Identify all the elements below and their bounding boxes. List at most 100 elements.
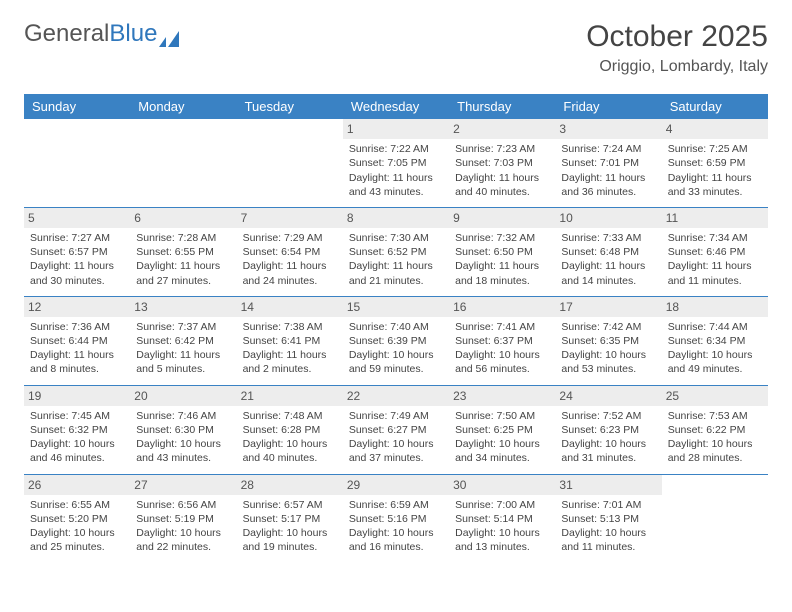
day-header: Monday xyxy=(130,94,236,119)
cell-line: Sunset: 6:59 PM xyxy=(668,156,762,170)
day-header: Sunday xyxy=(24,94,130,119)
cell-line: Daylight: 11 hours xyxy=(30,259,124,273)
cell-line: Sunrise: 7:50 AM xyxy=(455,409,549,423)
calendar-row: 5Sunrise: 7:27 AMSunset: 6:57 PMDaylight… xyxy=(24,207,768,296)
day-number: 20 xyxy=(130,386,236,406)
day-number: 10 xyxy=(555,208,661,228)
cell-line: Daylight: 11 hours xyxy=(30,348,124,362)
day-number: 31 xyxy=(555,475,661,495)
cell-line: and 18 minutes. xyxy=(455,274,549,288)
calendar-cell: 5Sunrise: 7:27 AMSunset: 6:57 PMDaylight… xyxy=(24,207,130,296)
cell-line: Daylight: 10 hours xyxy=(561,526,655,540)
cell-line: Sunset: 5:20 PM xyxy=(30,512,124,526)
calendar-cell xyxy=(237,119,343,207)
cell-line: and 40 minutes. xyxy=(243,451,337,465)
cell-line: and 30 minutes. xyxy=(30,274,124,288)
cell-line: Sunset: 6:22 PM xyxy=(668,423,762,437)
cell-line: and 21 minutes. xyxy=(349,274,443,288)
cell-line: Sunrise: 7:49 AM xyxy=(349,409,443,423)
calendar-table: Sunday Monday Tuesday Wednesday Thursday… xyxy=(24,94,768,562)
calendar-cell: 26Sunrise: 6:55 AMSunset: 5:20 PMDayligh… xyxy=(24,474,130,562)
cell-line: and 43 minutes. xyxy=(349,185,443,199)
cell-line: and 11 minutes. xyxy=(561,540,655,554)
cell-line: Daylight: 11 hours xyxy=(349,171,443,185)
cell-line: Sunrise: 7:41 AM xyxy=(455,320,549,334)
day-header: Saturday xyxy=(662,94,768,119)
cell-line: Daylight: 11 hours xyxy=(243,259,337,273)
cell-line: and 49 minutes. xyxy=(668,362,762,376)
cell-line: Daylight: 10 hours xyxy=(349,437,443,451)
cell-line: Sunrise: 7:29 AM xyxy=(243,231,337,245)
cell-line: Sunset: 5:19 PM xyxy=(136,512,230,526)
day-number: 1 xyxy=(343,119,449,139)
cell-line: and 16 minutes. xyxy=(349,540,443,554)
calendar-cell: 20Sunrise: 7:46 AMSunset: 6:30 PMDayligh… xyxy=(130,385,236,474)
day-number: 16 xyxy=(449,297,555,317)
cell-line: Sunrise: 7:22 AM xyxy=(349,142,443,156)
cell-line: Sunrise: 6:56 AM xyxy=(136,498,230,512)
day-number: 2 xyxy=(449,119,555,139)
calendar-cell xyxy=(130,119,236,207)
calendar-cell: 16Sunrise: 7:41 AMSunset: 6:37 PMDayligh… xyxy=(449,296,555,385)
cell-line: Daylight: 10 hours xyxy=(455,348,549,362)
cell-line: and 46 minutes. xyxy=(30,451,124,465)
day-number: 24 xyxy=(555,386,661,406)
cell-line: and 40 minutes. xyxy=(455,185,549,199)
day-number: 15 xyxy=(343,297,449,317)
calendar-row: 26Sunrise: 6:55 AMSunset: 5:20 PMDayligh… xyxy=(24,474,768,562)
day-number: 28 xyxy=(237,475,343,495)
cell-line: and 11 minutes. xyxy=(668,274,762,288)
calendar-cell: 17Sunrise: 7:42 AMSunset: 6:35 PMDayligh… xyxy=(555,296,661,385)
cell-line: Sunrise: 7:36 AM xyxy=(30,320,124,334)
cell-line: and 53 minutes. xyxy=(561,362,655,376)
cell-line: Daylight: 10 hours xyxy=(243,526,337,540)
cell-line: Sunrise: 7:46 AM xyxy=(136,409,230,423)
cell-line: Sunrise: 7:53 AM xyxy=(668,409,762,423)
cell-line: Sunset: 6:57 PM xyxy=(30,245,124,259)
cell-line: Sunset: 5:16 PM xyxy=(349,512,443,526)
cell-line: and 36 minutes. xyxy=(561,185,655,199)
header: GeneralBlue October 2025 Origgio, Lombar… xyxy=(24,20,768,76)
calendar-cell: 23Sunrise: 7:50 AMSunset: 6:25 PMDayligh… xyxy=(449,385,555,474)
cell-line: Sunrise: 7:33 AM xyxy=(561,231,655,245)
calendar-row: 1Sunrise: 7:22 AMSunset: 7:05 PMDaylight… xyxy=(24,119,768,207)
cell-line: and 34 minutes. xyxy=(455,451,549,465)
cell-line: Sunrise: 7:27 AM xyxy=(30,231,124,245)
cell-line: Daylight: 10 hours xyxy=(349,526,443,540)
day-number: 17 xyxy=(555,297,661,317)
cell-line: Sunrise: 7:40 AM xyxy=(349,320,443,334)
cell-line: and 59 minutes. xyxy=(349,362,443,376)
calendar-cell: 13Sunrise: 7:37 AMSunset: 6:42 PMDayligh… xyxy=(130,296,236,385)
day-number: 30 xyxy=(449,475,555,495)
cell-line: Daylight: 10 hours xyxy=(30,526,124,540)
cell-line: Daylight: 10 hours xyxy=(455,526,549,540)
cell-line: Daylight: 10 hours xyxy=(561,437,655,451)
cell-line: Sunset: 6:44 PM xyxy=(30,334,124,348)
calendar-cell: 2Sunrise: 7:23 AMSunset: 7:03 PMDaylight… xyxy=(449,119,555,207)
day-number: 6 xyxy=(130,208,236,228)
cell-line: Daylight: 11 hours xyxy=(243,348,337,362)
cell-line: and 43 minutes. xyxy=(136,451,230,465)
cell-line: Daylight: 11 hours xyxy=(668,171,762,185)
cell-line: and 56 minutes. xyxy=(455,362,549,376)
cell-line: Sunrise: 7:44 AM xyxy=(668,320,762,334)
cell-line: Daylight: 10 hours xyxy=(561,348,655,362)
cell-line: Sunset: 6:32 PM xyxy=(30,423,124,437)
day-number: 25 xyxy=(662,386,768,406)
calendar-cell: 29Sunrise: 6:59 AMSunset: 5:16 PMDayligh… xyxy=(343,474,449,562)
logo: GeneralBlue xyxy=(24,20,181,48)
cell-line: Sunset: 6:48 PM xyxy=(561,245,655,259)
cell-line: Sunset: 6:23 PM xyxy=(561,423,655,437)
calendar-cell: 3Sunrise: 7:24 AMSunset: 7:01 PMDaylight… xyxy=(555,119,661,207)
cell-line: Sunrise: 7:48 AM xyxy=(243,409,337,423)
logo-text-general: General xyxy=(24,20,109,48)
cell-line: Sunset: 6:52 PM xyxy=(349,245,443,259)
calendar-cell: 7Sunrise: 7:29 AMSunset: 6:54 PMDaylight… xyxy=(237,207,343,296)
cell-line: Daylight: 11 hours xyxy=(561,171,655,185)
calendar-cell: 4Sunrise: 7:25 AMSunset: 6:59 PMDaylight… xyxy=(662,119,768,207)
cell-line: Sunset: 6:28 PM xyxy=(243,423,337,437)
cell-line: Daylight: 10 hours xyxy=(349,348,443,362)
day-number: 3 xyxy=(555,119,661,139)
day-number: 27 xyxy=(130,475,236,495)
cell-line: Sunset: 5:14 PM xyxy=(455,512,549,526)
